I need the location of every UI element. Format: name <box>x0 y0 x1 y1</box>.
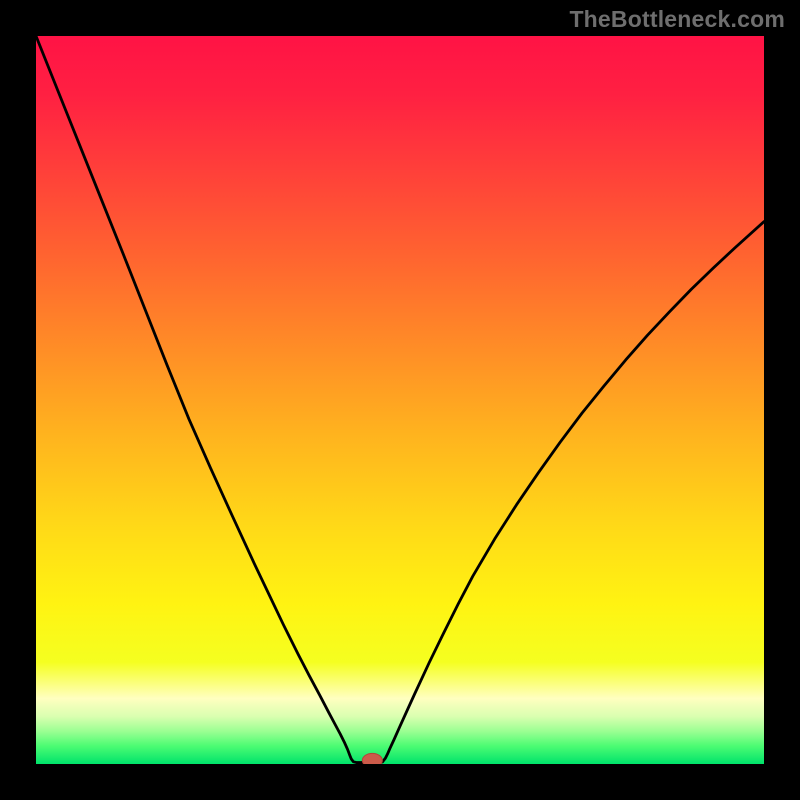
bottleneck-curve <box>36 36 764 763</box>
marker-dot <box>362 753 382 764</box>
curve-svg <box>36 36 764 764</box>
watermark-text: TheBottleneck.com <box>569 6 785 33</box>
plot-area <box>36 36 764 764</box>
